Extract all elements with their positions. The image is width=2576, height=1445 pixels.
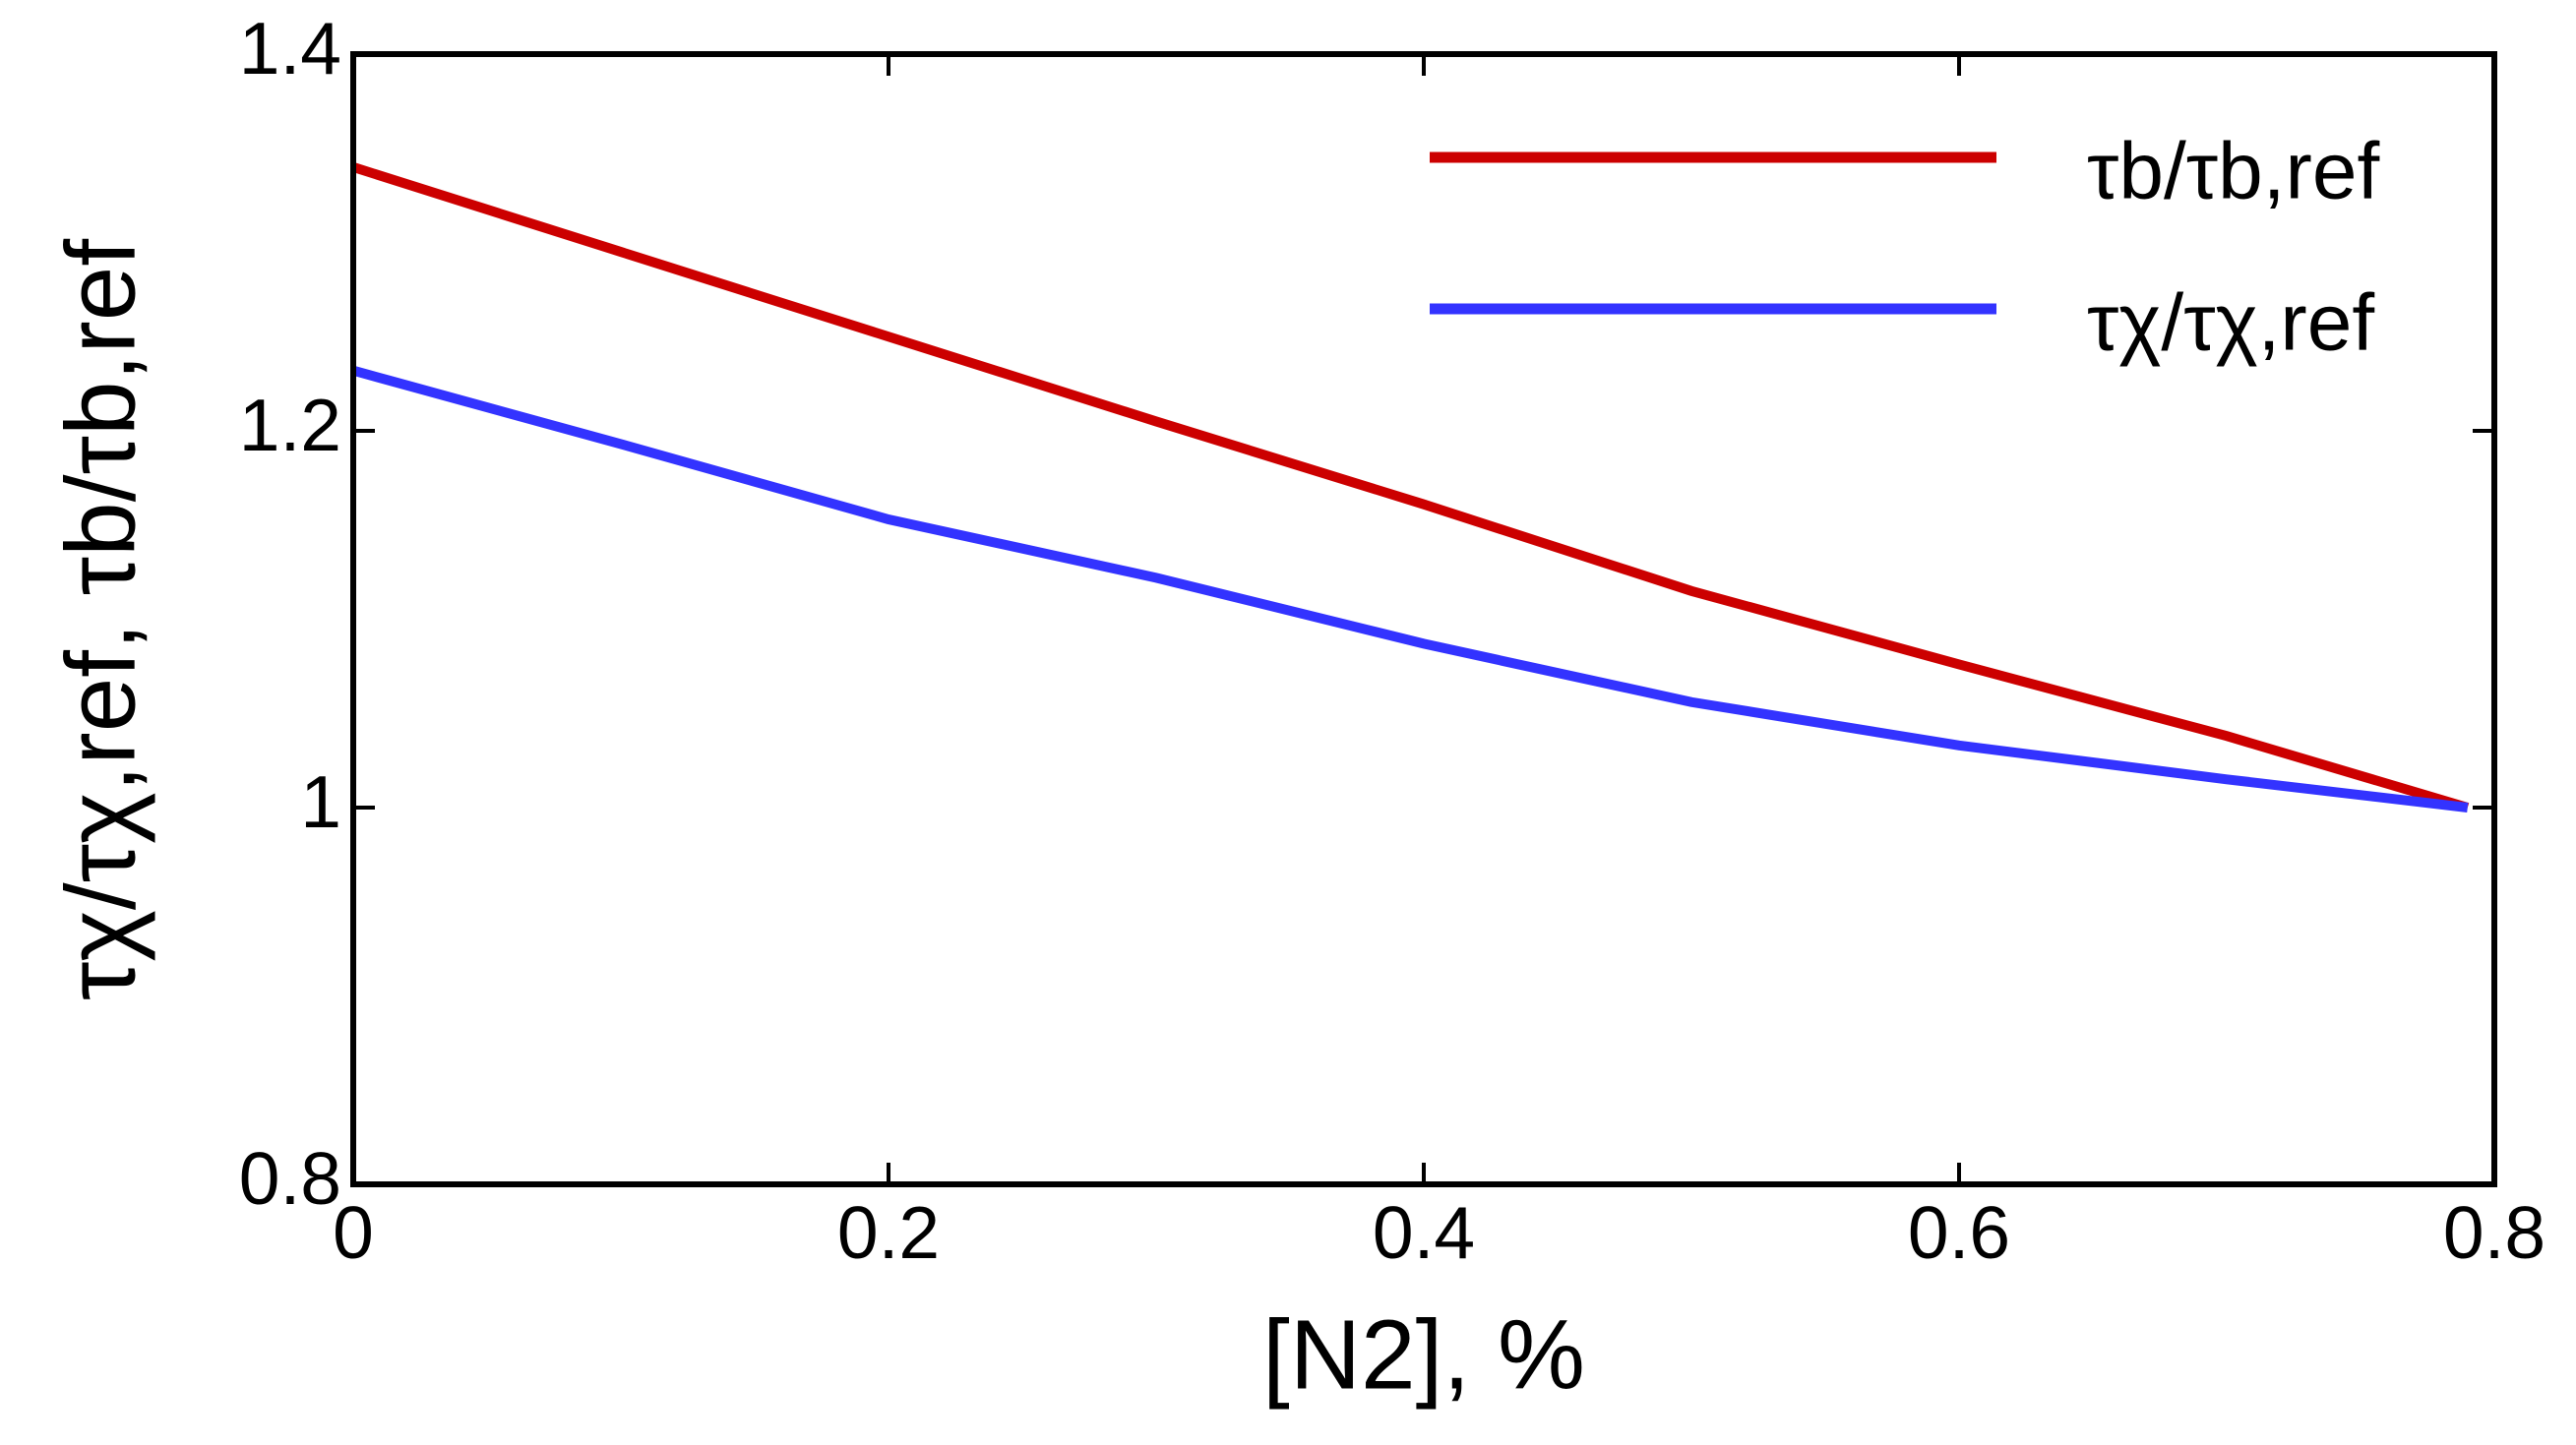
legend-label: τχ/τχ,ref bbox=[2087, 278, 2374, 368]
x-tick-label: 0.2 bbox=[837, 1191, 940, 1274]
x-tick-label: 0.8 bbox=[2443, 1191, 2545, 1274]
y-tick-label: 1.4 bbox=[239, 7, 341, 90]
x-tick-label: 0.4 bbox=[1373, 1191, 1475, 1274]
y-axis-title: τχ/τχ,ref, τb/τb,ref bbox=[45, 239, 155, 1001]
data-line bbox=[351, 162, 2470, 813]
x-tick-label: 0.6 bbox=[1908, 1191, 2010, 1274]
plot-frame bbox=[350, 51, 2497, 1187]
x-tick-label: 0 bbox=[333, 1191, 374, 1274]
y-tick-label: 1.2 bbox=[239, 384, 341, 466]
legend-label: τb/τb,ref bbox=[2087, 127, 2379, 216]
y-tick-label: 1 bbox=[300, 760, 341, 843]
data-line bbox=[351, 365, 2469, 813]
x-axis-title: [N2], % bbox=[1262, 1299, 1585, 1410]
y-tick-label: 0.8 bbox=[239, 1137, 341, 1220]
